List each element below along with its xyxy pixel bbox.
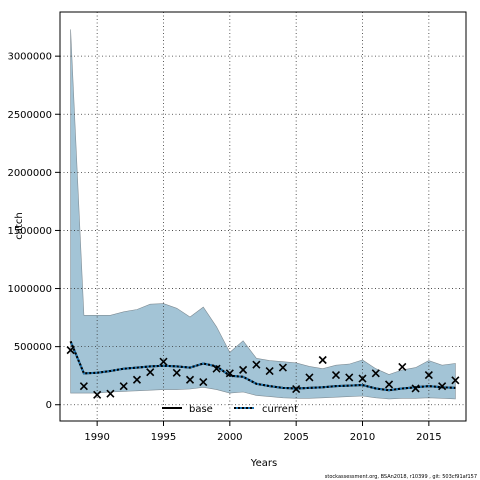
grid-layer bbox=[60, 12, 466, 421]
observation-marker-2006 bbox=[305, 373, 314, 382]
observation-marker-2016 bbox=[438, 382, 447, 391]
observation-marker-1990 bbox=[93, 390, 102, 399]
observation-marker-2009 bbox=[345, 373, 354, 382]
footer-credit: stockassessment.org, BSAn2018, r10399 , … bbox=[325, 474, 477, 480]
confidence-band bbox=[70, 29, 456, 400]
series-line-current bbox=[69, 341, 456, 392]
observation-marker-2004 bbox=[278, 363, 287, 372]
observation-marker-2010 bbox=[358, 374, 367, 383]
observation-marker-2001 bbox=[239, 365, 248, 374]
y-tick-label-2500000: 2500000 bbox=[7, 110, 52, 121]
observation-marker-1989 bbox=[79, 382, 88, 391]
observation-marker-1997 bbox=[185, 375, 195, 384]
observation-marker-2015 bbox=[424, 371, 433, 380]
x-axis-title: Years bbox=[250, 458, 277, 469]
observation-marker-2005 bbox=[292, 384, 301, 394]
observation-marker-1999 bbox=[212, 364, 221, 373]
x-tick-label-2010: 2010 bbox=[350, 432, 375, 443]
x-tick-label-2015: 2015 bbox=[416, 432, 441, 443]
x-axis-ticks: 1990 1995 2000 2005 2010 2015 bbox=[84, 421, 442, 443]
legend-label-current: current bbox=[262, 404, 298, 415]
observation-marker-layer bbox=[66, 346, 460, 399]
observation-marker-2013 bbox=[398, 362, 407, 372]
observation-marker-2012 bbox=[384, 380, 394, 389]
y-tick-label-1000000: 1000000 bbox=[7, 284, 52, 295]
x-tick-label-2005: 2005 bbox=[283, 432, 308, 443]
observation-marker-2002 bbox=[252, 360, 261, 369]
legend-label-base: base bbox=[189, 404, 213, 415]
observation-marker-2014 bbox=[411, 384, 420, 393]
y-tick-label-2000000: 2000000 bbox=[7, 168, 52, 179]
observation-marker-1994 bbox=[146, 368, 155, 377]
observation-marker-1991 bbox=[106, 389, 115, 398]
observation-marker-1995 bbox=[159, 357, 168, 366]
observation-marker-2003 bbox=[265, 366, 274, 376]
observation-marker-2017 bbox=[451, 376, 460, 385]
y-tick-label-0: 0 bbox=[46, 400, 52, 411]
observation-marker-2007 bbox=[318, 355, 327, 365]
observation-marker-2000 bbox=[225, 369, 234, 378]
x-tick-label-1995: 1995 bbox=[151, 432, 176, 443]
observation-marker-1998 bbox=[199, 378, 208, 387]
confidence-band-layer bbox=[70, 29, 456, 400]
y-tick-label-3000000: 3000000 bbox=[7, 52, 52, 63]
legend: base current bbox=[162, 404, 298, 415]
observation-marker-1988 bbox=[66, 346, 75, 355]
observation-marker-1993 bbox=[132, 375, 142, 384]
series-line-layer bbox=[69, 341, 456, 392]
y-axis-ticks: 0 500000 1000000 1500000 2000000 2500000 30000… bbox=[7, 52, 60, 411]
x-tick-label-2000: 2000 bbox=[217, 432, 242, 443]
observation-marker-2011 bbox=[371, 369, 380, 378]
plot-frame bbox=[59, 11, 467, 422]
observation-marker-1992 bbox=[119, 382, 128, 391]
y-tick-label-1500000: 1500000 bbox=[7, 226, 52, 237]
y-axis-title: catch bbox=[14, 212, 25, 239]
x-tick-label-1990: 1990 bbox=[84, 432, 109, 443]
observation-marker-2008 bbox=[331, 371, 341, 380]
y-tick-label-500000: 500000 bbox=[14, 342, 52, 353]
observation-marker-1996 bbox=[172, 368, 181, 377]
